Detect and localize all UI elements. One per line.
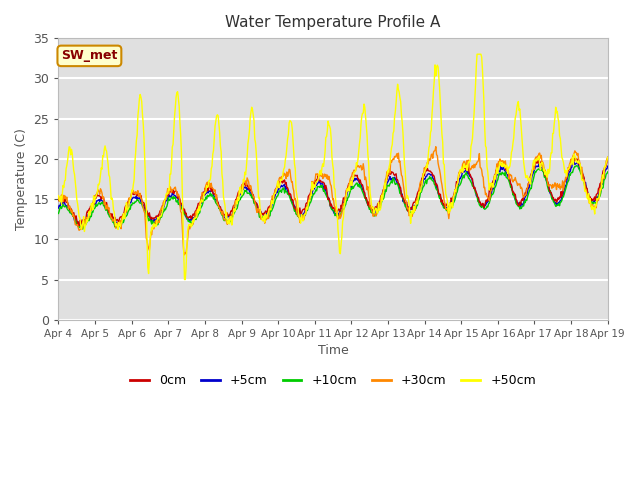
Title: Water Temperature Profile A: Water Temperature Profile A	[225, 15, 441, 30]
+5cm	[570, 159, 578, 165]
+5cm	[604, 163, 612, 169]
Line: +30cm: +30cm	[58, 147, 608, 255]
Line: 0cm: 0cm	[58, 157, 608, 226]
+5cm	[401, 200, 408, 206]
+50cm	[180, 276, 188, 282]
+10cm	[178, 205, 186, 211]
+50cm	[473, 51, 481, 57]
+10cm	[401, 201, 408, 206]
+10cm	[79, 226, 87, 232]
Legend: 0cm, +5cm, +10cm, +30cm, +50cm: 0cm, +5cm, +10cm, +30cm, +50cm	[125, 370, 541, 392]
+10cm	[417, 189, 424, 194]
+50cm	[177, 132, 184, 138]
+50cm	[417, 189, 424, 195]
+5cm	[54, 205, 62, 211]
Line: +5cm: +5cm	[58, 162, 608, 227]
Text: SW_met: SW_met	[61, 49, 118, 62]
+5cm	[178, 202, 186, 208]
Line: +50cm: +50cm	[58, 54, 608, 279]
+50cm	[65, 150, 72, 156]
0cm	[417, 183, 424, 189]
0cm	[65, 202, 72, 208]
+30cm	[401, 191, 408, 196]
+50cm	[604, 154, 612, 160]
+30cm	[207, 181, 214, 187]
+30cm	[54, 195, 62, 201]
+5cm	[207, 189, 214, 194]
0cm	[54, 196, 62, 202]
0cm	[178, 201, 186, 206]
0cm	[604, 155, 612, 160]
+10cm	[54, 211, 62, 216]
+50cm	[401, 161, 408, 167]
+5cm	[122, 210, 129, 216]
+50cm	[54, 193, 62, 199]
+30cm	[121, 210, 129, 216]
+50cm	[121, 216, 129, 221]
+30cm	[604, 155, 612, 161]
+30cm	[177, 209, 184, 215]
0cm	[207, 185, 214, 191]
+10cm	[122, 214, 129, 219]
X-axis label: Time: Time	[317, 344, 348, 357]
0cm	[401, 199, 408, 204]
+30cm	[417, 179, 424, 184]
Y-axis label: Temperature (C): Temperature (C)	[15, 128, 28, 230]
+30cm	[65, 206, 72, 212]
Line: +10cm: +10cm	[58, 166, 608, 229]
+5cm	[417, 188, 424, 193]
+5cm	[77, 224, 84, 229]
0cm	[122, 203, 129, 209]
+10cm	[207, 190, 214, 196]
+10cm	[573, 163, 580, 168]
+30cm	[180, 252, 188, 258]
+50cm	[207, 176, 214, 182]
+10cm	[604, 169, 612, 175]
+10cm	[65, 207, 72, 213]
+30cm	[432, 144, 440, 150]
+5cm	[65, 205, 72, 211]
0cm	[76, 223, 83, 228]
